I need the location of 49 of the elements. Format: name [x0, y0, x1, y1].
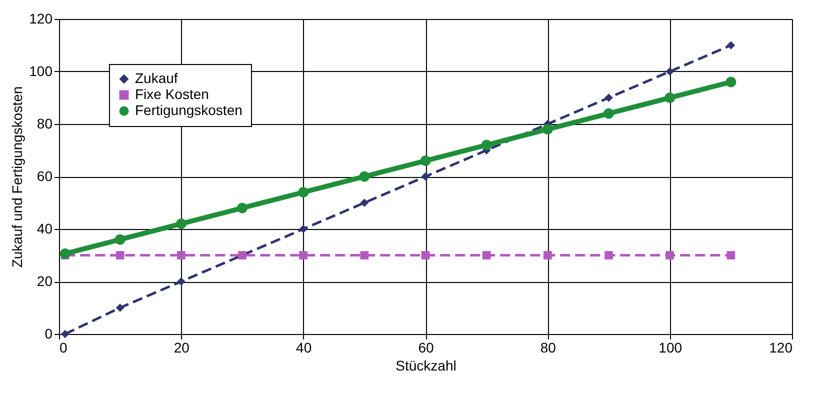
point [726, 76, 736, 88]
point [421, 172, 430, 181]
point [299, 251, 308, 260]
x-tick-label: 60 [418, 340, 434, 356]
y-axis-title: Zukauf und Fertigungskosten [9, 86, 26, 268]
point [604, 94, 613, 102]
point [604, 251, 613, 260]
point [176, 277, 186, 286]
y-tick-label: 40 [36, 220, 53, 236]
point [726, 41, 736, 50]
y-tick-label: 0 [44, 326, 53, 342]
point [176, 218, 186, 229]
x-tick-label: 0 [60, 340, 68, 356]
x-axis-title: Stückzahl [396, 358, 456, 374]
point [116, 304, 124, 312]
legend-label: Zukauf [135, 70, 178, 86]
point [299, 224, 308, 234]
point [664, 92, 676, 103]
point [543, 251, 552, 260]
point [298, 187, 309, 198]
x-tick-label: 40 [296, 340, 312, 356]
point [604, 108, 614, 119]
y-tick-label: 100 [29, 63, 53, 79]
point [359, 171, 370, 182]
point [116, 251, 124, 260]
point [237, 202, 248, 214]
y-tick-label: 80 [36, 116, 53, 132]
point [666, 67, 674, 76]
x-tick-label: 80 [540, 340, 556, 356]
point [420, 156, 431, 166]
point [60, 248, 70, 259]
x-tick-label: 100 [658, 340, 682, 356]
point [421, 251, 430, 260]
y-tick-label: 120 [29, 10, 53, 26]
point [666, 251, 674, 260]
point [726, 251, 736, 260]
x-tick-label: 120 [769, 340, 793, 356]
point [542, 124, 553, 134]
legend-label: Fertigungskosten [135, 102, 242, 118]
point [360, 251, 369, 260]
point [360, 198, 369, 207]
point [482, 251, 491, 260]
legend-label: Fixe Kosten [135, 86, 209, 102]
y-tick-label: 60 [36, 168, 53, 184]
point [481, 140, 492, 150]
point [176, 251, 186, 260]
x-tick-label: 20 [174, 340, 190, 356]
y-tick-label: 20 [36, 273, 53, 289]
point [114, 234, 126, 245]
